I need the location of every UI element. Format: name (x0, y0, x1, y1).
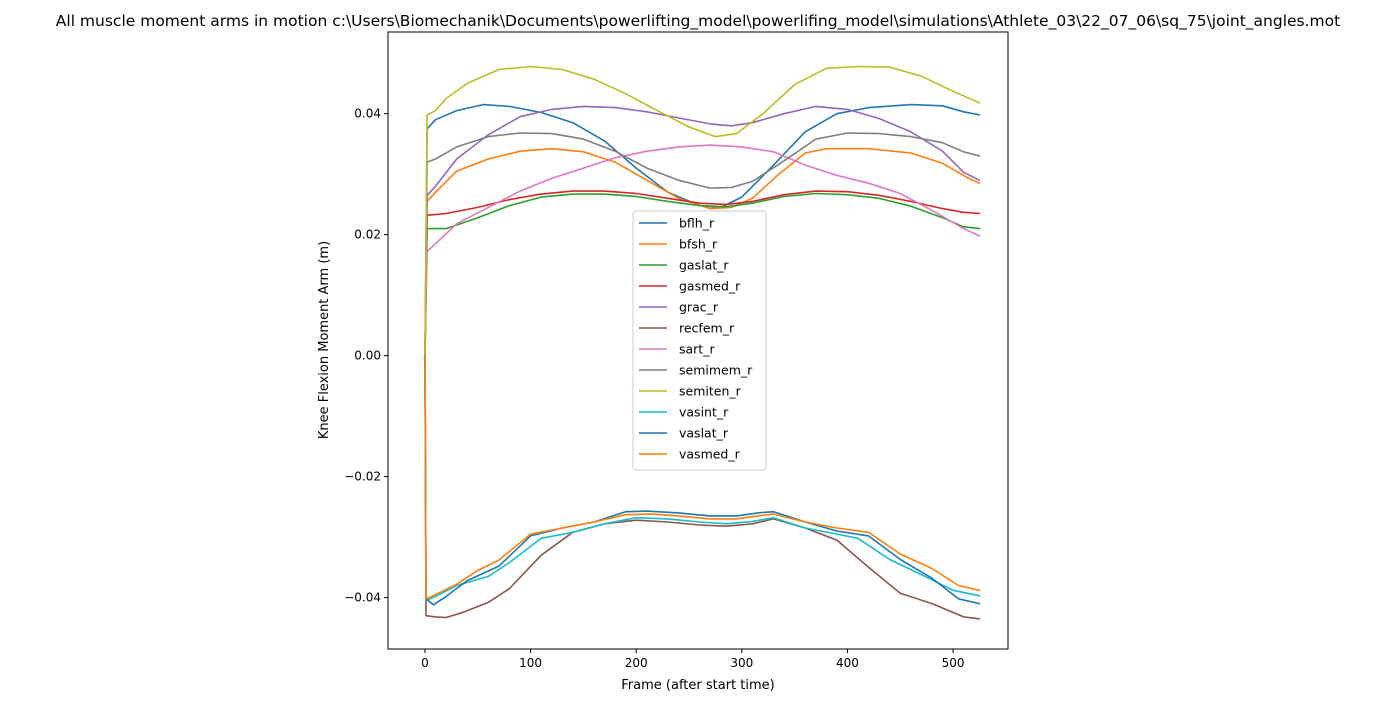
legend-label-vasmed_r: vasmed_r (679, 447, 741, 462)
series-line-gaslat_r (424, 192, 981, 357)
series-line-recfem_r (424, 354, 981, 620)
x-tick-label: 200 (625, 656, 648, 670)
legend-label-recfem_r: recfem_r (679, 321, 735, 336)
y-tick-label: 0.00 (354, 349, 381, 363)
series-line-bfsh_r (424, 147, 981, 357)
y-tick-label: −0.04 (344, 591, 381, 605)
series-line-vasmed_r (424, 354, 981, 600)
chart-title: All muscle moment arms in motion c:\User… (56, 12, 1340, 31)
legend-label-sart_r: sart_r (679, 342, 715, 357)
y-axis-label: Knee Flexion Moment Arm (m) (317, 241, 332, 439)
series-line-sart_r (424, 144, 981, 357)
x-tick-label: 500 (942, 656, 965, 670)
legend-label-vasint_r: vasint_r (679, 405, 729, 420)
y-tick-label: 0.02 (354, 228, 381, 242)
series-line-vaslat_r (424, 354, 981, 606)
x-tick-label: 100 (519, 656, 542, 670)
plot-area-frame (387, 31, 1009, 650)
legend: bflh_r bfsh_r gaslat_r gasmed_r grac_rrecfem… (632, 210, 767, 471)
series-line-semiten_r (424, 65, 981, 357)
x-axis-label: Frame (after start time) (621, 678, 774, 693)
y-tick-label: 0.04 (354, 107, 381, 121)
legend-label-semimem_r: semimem_r (679, 363, 753, 378)
x-tick-label: 0 (421, 656, 429, 670)
y-axis: −0.04 −0.02 0.00 0.02 0.04 (344, 107, 388, 605)
legend-label-grac_r: grac_r (679, 300, 719, 315)
legend-label-bflh_r: bflh_r (679, 216, 715, 231)
legend-box (632, 210, 767, 471)
x-tick-label: 300 (730, 656, 753, 670)
x-axis: 0 100 200 300 400 500 (421, 649, 965, 670)
series-line-gasmed_r (424, 190, 981, 357)
y-tick-label: −0.02 (344, 470, 381, 484)
series-line-grac_r (424, 105, 981, 357)
legend-label-gaslat_r: gaslat_r (679, 258, 729, 273)
series-line-bflh_r (424, 103, 981, 357)
series-line-semimem_r (424, 132, 981, 357)
series-line-vasint_r (424, 354, 981, 602)
legend-label-semiten_r: semiten_r (679, 384, 742, 399)
legend-label-gasmed_r: gasmed_r (679, 279, 741, 294)
legend-label-bfsh_r: bfsh_r (679, 237, 718, 252)
legend-label-vaslat_r: vaslat_r (679, 426, 729, 441)
series-layer (424, 65, 981, 620)
x-tick-label: 400 (836, 656, 859, 670)
